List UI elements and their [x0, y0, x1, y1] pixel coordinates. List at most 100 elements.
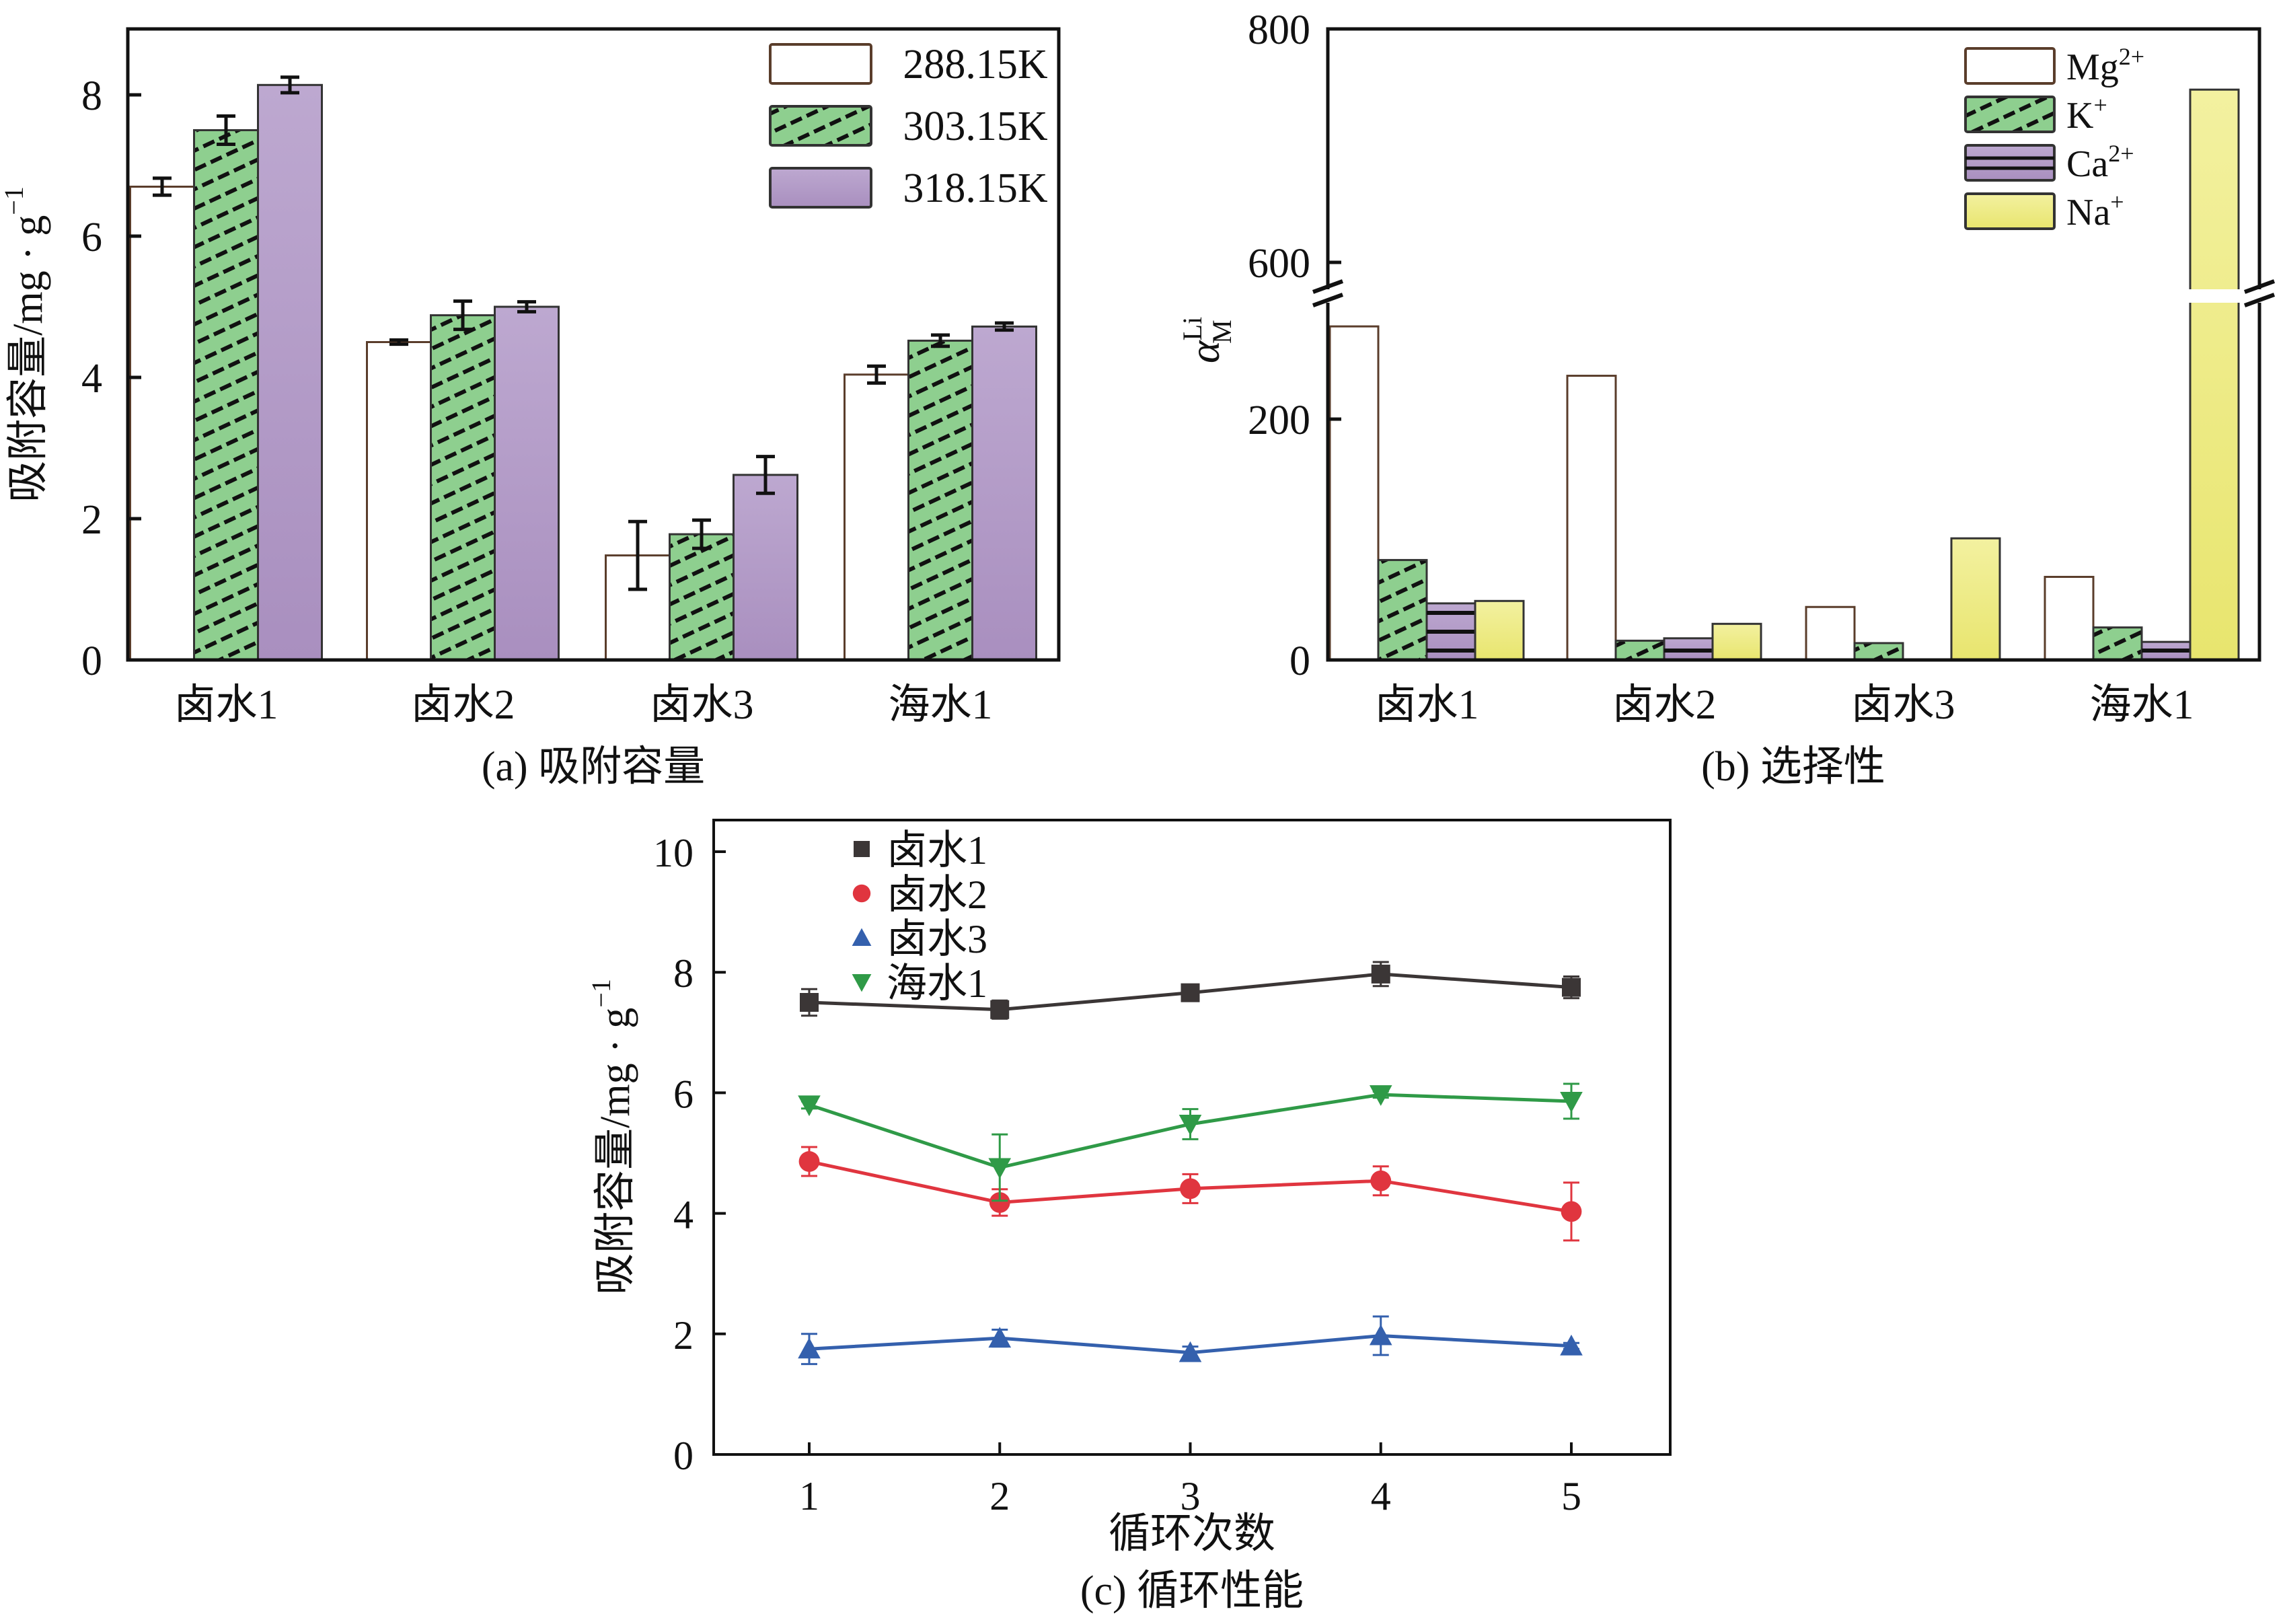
- legend-ion-charge: 2+: [2119, 43, 2144, 70]
- x-tick-label: 海水1: [888, 682, 992, 728]
- marker-triangle-up: [1369, 1324, 1392, 1345]
- marker-square: [990, 1000, 1010, 1019]
- legend-ion-charge: 2+: [2108, 140, 2134, 167]
- bar-303.15K-卤水3: [669, 533, 735, 661]
- bar-Na-海水1: [2189, 88, 2240, 661]
- legend-label: 卤水1: [887, 828, 987, 873]
- legend-swatch: [1964, 192, 2056, 230]
- marker-triangle-down: [1178, 1114, 1202, 1136]
- x-tick-label: 2: [989, 1474, 1010, 1518]
- legend-label: 海水1: [887, 961, 987, 1006]
- bar-303.15K-卤水1: [193, 129, 259, 661]
- x-tick-label: 卤水3: [1850, 682, 1955, 728]
- chart-a-adsorption-capacity: 0 2 4 6 8 卤水1 卤水2 卤水3 海水1 吸附容量/mg · g−1 (a) 吸附容量 28…: [0, 27, 1061, 790]
- legend-swatch: [1964, 144, 2056, 182]
- marker-square: [800, 993, 819, 1012]
- legend-label: Mg2+: [2066, 43, 2144, 88]
- legend-ion: Ca: [2066, 143, 2108, 185]
- legend-label: Ca2+: [2066, 140, 2134, 185]
- marker-circle: [852, 884, 871, 903]
- y-tick-label: 800: [1248, 7, 1310, 53]
- axis-break-mark: [2243, 279, 2276, 294]
- marker-circle: [1180, 1178, 1201, 1199]
- y-tick-label: 4: [81, 356, 102, 402]
- marker-square: [854, 841, 870, 857]
- marker-square: [1562, 977, 1581, 997]
- axis-break-gap: [2187, 289, 2241, 303]
- bar-Na-卤水3: [1950, 537, 2001, 661]
- bar-318.15K-卤水2: [494, 305, 560, 661]
- x-tick-label: 1: [799, 1474, 819, 1518]
- bar-Mg-卤水1: [1328, 325, 1380, 661]
- bar-Na-卤水2: [1711, 622, 1762, 661]
- marker-triangle-up: [1560, 1334, 1583, 1356]
- y-tick-label: 8: [673, 951, 694, 996]
- y-axis-label-text: 吸附容量/mg · g: [593, 1008, 638, 1295]
- y-tick-label: 8: [81, 73, 102, 119]
- bar-318.15K-海水1: [971, 325, 1037, 661]
- legend-label: 卤水2: [887, 873, 987, 917]
- x-tick-label: 卤水2: [410, 682, 515, 728]
- marker-circle: [1561, 1201, 1582, 1222]
- y-axis-label: αLiM: [1177, 317, 1237, 363]
- legend-ion: Na: [2066, 192, 2110, 233]
- y-axis-label: 吸附容量/mg · g−1: [0, 186, 51, 503]
- plot-frame: [126, 27, 1061, 662]
- bar-K-卤水2: [1614, 639, 1666, 661]
- bar-288.15K-卤水2: [366, 341, 432, 661]
- bar-Mg-卤水3: [1805, 605, 1856, 661]
- series-卤水3: [798, 1315, 1583, 1366]
- marker-triangle-up: [852, 928, 872, 946]
- axis-break-mark: [1312, 279, 1344, 294]
- marker-square: [1371, 964, 1390, 984]
- y-axis-label-sup: Li: [1177, 317, 1207, 341]
- legend-ion: K: [2066, 95, 2093, 137]
- series-卤水1: [800, 961, 1581, 1020]
- y-tick-label: 10: [653, 831, 694, 875]
- legend-label: K+: [2066, 91, 2107, 137]
- y-tick-label: 0: [673, 1434, 694, 1478]
- x-tick-label: 5: [1561, 1474, 1581, 1518]
- y-tick-label: 6: [673, 1072, 694, 1116]
- legend-swatch: [1964, 47, 2056, 85]
- marker-triangle-down: [1560, 1091, 1583, 1113]
- y-axis-label-text: 吸附容量/mg · g: [5, 215, 51, 503]
- bar-318.15K-卤水1: [257, 83, 323, 661]
- bar-303.15K-卤水2: [430, 314, 496, 661]
- bar-K-卤水3: [1853, 642, 1904, 661]
- x-tick-label: 卤水2: [1612, 682, 1716, 728]
- x-tick-label: 卤水1: [174, 682, 278, 728]
- bar-318.15K-卤水3: [733, 474, 798, 661]
- y-tick-label: 0: [1289, 638, 1310, 684]
- marker-triangle-up: [1178, 1341, 1202, 1362]
- legend-label: 288.15K: [903, 42, 1048, 87]
- marker-square: [1181, 983, 1200, 1002]
- y-tick-label: 2: [673, 1313, 694, 1358]
- marker-circle: [1370, 1170, 1392, 1191]
- legend-label: 318.15K: [903, 165, 1048, 211]
- legend-swatch: [769, 167, 872, 209]
- series-卤水2: [798, 1146, 1582, 1242]
- y-axis-label-sup: −1: [586, 979, 616, 1008]
- chart-caption: (c) 循环性能: [1080, 1568, 1304, 1614]
- bar-303.15K-海水1: [907, 339, 973, 661]
- legend-swatch: [1964, 96, 2056, 133]
- legend-label: 303.15K: [903, 104, 1048, 149]
- bar-K-海水1: [2092, 626, 2143, 661]
- marker-circle: [989, 1192, 1010, 1213]
- bar-Mg-海水1: [2044, 575, 2095, 661]
- x-tick-label: 3: [1181, 1474, 1201, 1518]
- marker-triangle-up: [798, 1337, 821, 1359]
- chart-caption: (b) 选择性: [1701, 744, 1885, 790]
- x-axis-label: 循环次数: [1109, 1511, 1275, 1557]
- y-axis-label: 吸附容量/mg · g−1: [586, 979, 638, 1295]
- bar-K-卤水1: [1377, 558, 1428, 661]
- bar-288.15K-卤水1: [129, 186, 195, 661]
- bar-288.15K-海水1: [844, 373, 909, 661]
- y-axis-label-alpha: α: [1181, 340, 1228, 363]
- legend-label: Na+: [2066, 188, 2124, 233]
- y-tick-label: 0: [81, 638, 102, 684]
